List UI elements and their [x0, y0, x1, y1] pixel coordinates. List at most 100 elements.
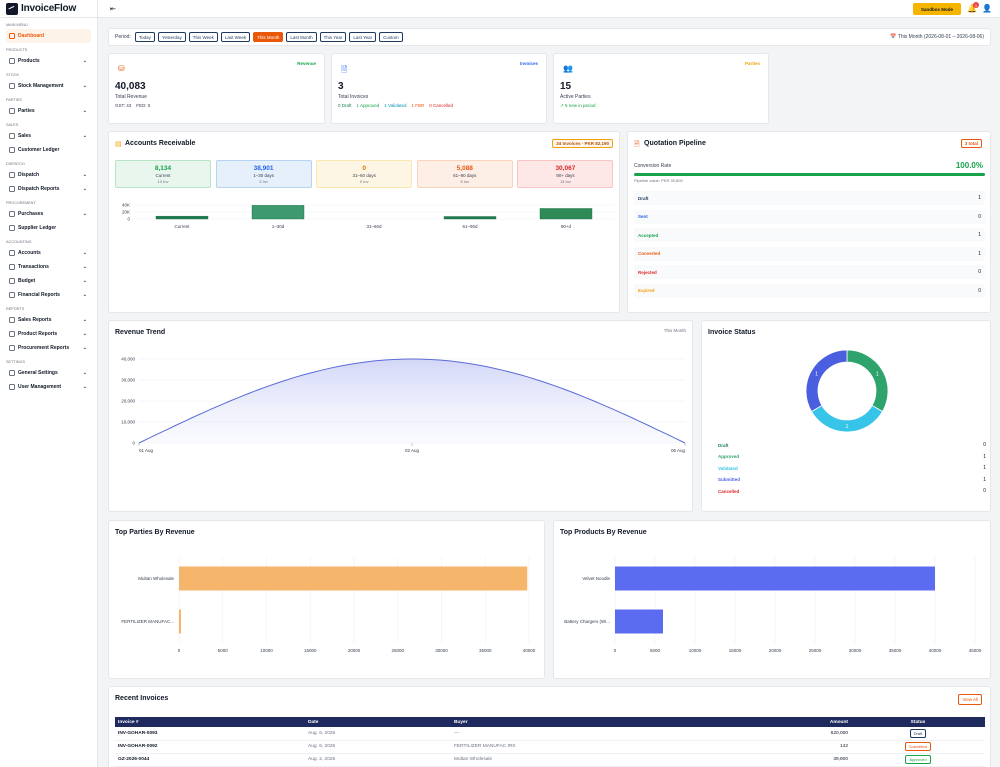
table-row[interactable]: INV-GOHAR-0092 Aug. 6, 2026 FERTILIZER MAN…: [115, 740, 985, 754]
sidebar-item-financial-reports[interactable]: Financial Reports ⌄: [0, 288, 97, 302]
invoice-number[interactable]: INV-GOHAR-0093: [115, 727, 305, 741]
column-header-amount[interactable]: Amount: [711, 717, 851, 727]
conversion-label: Conversion Rate: [634, 163, 672, 169]
sidebar-item-general-settings[interactable]: General Settings ⌄: [0, 366, 97, 380]
sidebar-item-products[interactable]: Products ⌄: [0, 54, 97, 68]
invoice-number[interactable]: INV-GOHAR-0092: [115, 740, 305, 754]
period-last-month-button[interactable]: Last Month: [286, 32, 317, 42]
chevron-down-icon: ⌄: [82, 108, 87, 114]
aging-bucket-3[interactable]: 5,088 61–90 days 5 Inv: [416, 160, 513, 188]
invoice-status-cell: Draft: [851, 727, 985, 741]
top-products-title: Top Products By Revenue: [560, 529, 647, 536]
y-tick-label: Multan Wholesale: [138, 576, 174, 581]
aging-bucket-2[interactable]: 0 31–60 days 0 Inv: [316, 160, 413, 188]
sidebar-item-parties[interactable]: Parties ⌄: [0, 104, 97, 118]
chevron-down-icon: ⌄: [82, 292, 87, 298]
receivable-title: Accounts Receivable: [125, 140, 196, 147]
sidebar-item-product-reports[interactable]: Product Reports ⌄: [0, 327, 97, 341]
aging-bucket-0[interactable]: 8,134 Current 13 Inv: [115, 160, 211, 188]
sidebar-item-sales[interactable]: Sales ⌄: [0, 129, 97, 143]
sidebar-item-purchases[interactable]: Purchases ⌄: [0, 207, 97, 221]
sidebar-item-procurement-reports[interactable]: Procurement Reports ⌄: [0, 341, 97, 355]
column-header-invoice[interactable]: Invoice #: [115, 717, 305, 727]
receivable-icon: ▤: [115, 141, 122, 148]
donut-slice-approved[interactable]: [846, 349, 889, 413]
pipeline-stage-expired[interactable]: Expired 0: [634, 283, 985, 298]
sidebar-item-dispatch-reports[interactable]: Dispatch Reports ⌄: [0, 182, 97, 196]
period-filter: Period: Today Yesterday This Week Last Week…: [108, 28, 991, 46]
period-yesterday-button[interactable]: Yesterday: [157, 32, 186, 42]
bar-1-30d[interactable]: [251, 205, 305, 220]
status-legend-draft[interactable]: Draft 0: [710, 440, 986, 450]
pipeline-stage-rejected[interactable]: Rejected 0: [634, 265, 985, 279]
revenue-line[interactable]: [138, 358, 686, 444]
revenue-card: ⛁ Revenue 40,083 Total Revenue GST: 43 FE…: [108, 53, 325, 124]
status-legend-validated[interactable]: Validated 1: [710, 463, 986, 473]
bucket-value: 8,134: [154, 165, 172, 172]
aging-bucket-4[interactable]: 30,067 90+ days 13 Inv: [517, 160, 614, 188]
status-legend-cancelled[interactable]: Cancelled 0: [710, 486, 986, 496]
table-row[interactable]: GZ-2026-0044 Aug. 2, 2026 Multan Wholesale…: [115, 753, 985, 767]
period-this-year-button[interactable]: This Year: [319, 32, 347, 42]
period-custom-button[interactable]: Custom: [379, 32, 403, 42]
sidebar-item-dashboard[interactable]: Dashboard: [6, 29, 91, 43]
sidebar-item-user-management[interactable]: User Management ⌄: [0, 380, 97, 394]
invoice-date: Aug. 6, 2026: [305, 727, 451, 741]
sidebar-item-dispatch[interactable]: Dispatch ⌄: [0, 168, 97, 182]
invoice-status-title: Invoice Status: [708, 329, 756, 336]
column-header-status[interactable]: Status: [851, 717, 985, 727]
sandbox-mode-button[interactable]: Sandbox Mode: [913, 3, 961, 15]
pipeline-stage-value: 0: [978, 287, 981, 294]
bar-current[interactable]: [155, 215, 209, 220]
pipeline-stage-converted[interactable]: Converted 1: [634, 246, 985, 261]
column-header-date[interactable]: Date: [305, 717, 451, 727]
period-last-year-button[interactable]: Last Year: [349, 32, 377, 42]
app-logo[interactable]: InvoiceFlow: [0, 0, 97, 18]
sidebar-item-label: Accounts: [18, 250, 41, 256]
chevron-down-icon: ⌄: [82, 250, 87, 256]
sidebar-item-customer-ledger[interactable]: Customer Ledger: [0, 143, 97, 157]
revenue-icon: ⛁: [118, 64, 125, 73]
period-today-button[interactable]: Today: [134, 32, 155, 42]
bar-battery-chargers-wi[interactable]: [615, 609, 663, 634]
sidebar-item-supplier-ledger[interactable]: Supplier Ledger: [0, 221, 97, 235]
bar-multan-wholesale[interactable]: [179, 566, 528, 591]
menu-icon: [9, 250, 15, 256]
quotation-pipeline-card: 🗎 Quotation Pipeline 3 total Conversion …: [627, 131, 991, 313]
period-this-month-button[interactable]: This Month: [253, 32, 284, 42]
sidebar-item-stock-management[interactable]: Stock Management ⌄: [0, 79, 97, 93]
donut-slice-submitted[interactable]: [805, 349, 848, 413]
bucket-value: 0: [362, 165, 366, 172]
sidebar-item-budget[interactable]: Budget ⌄: [0, 274, 97, 288]
bar-61-90d[interactable]: [443, 216, 497, 220]
bar-fertilizer-manufac[interactable]: [179, 609, 181, 634]
y-tick-label: Velvet Noodle: [582, 576, 610, 581]
column-header-buyer[interactable]: Buyer: [451, 717, 711, 727]
period-this-week-button[interactable]: This Week: [188, 32, 218, 42]
status-legend-submitted[interactable]: Submitted 1: [710, 475, 986, 485]
sidebar-item-transactions[interactable]: Transactions ⌄: [0, 260, 97, 274]
chevron-down-icon: ⌄: [82, 186, 87, 192]
pipeline-stage-draft[interactable]: Draft 1: [634, 191, 985, 205]
collapse-sidebar-icon[interactable]: ⇤: [110, 6, 116, 13]
bar-velvet-noodle[interactable]: [615, 566, 935, 591]
bar-90-d[interactable]: [539, 208, 593, 220]
status-legend-approved[interactable]: Approved 1: [710, 452, 986, 462]
sidebar-item-accounts[interactable]: Accounts ⌄: [0, 246, 97, 260]
period-last-week-button[interactable]: Last Week: [220, 32, 251, 42]
user-icon[interactable]: 👤: [982, 4, 992, 13]
invoices-tag: Invoices: [519, 61, 538, 66]
period-label: Period:: [115, 34, 131, 40]
sandbox-label: Sandbox Mode: [920, 6, 953, 12]
view-all-button[interactable]: View All: [958, 694, 982, 705]
y-tick-label: 30,000: [121, 378, 135, 383]
pipeline-stage-sent[interactable]: Sent 0: [634, 209, 985, 224]
invoice-number[interactable]: GZ-2026-0044: [115, 753, 305, 767]
sidebar-item-label: Procurement Reports: [18, 345, 70, 351]
invoice-amount: 142: [711, 740, 851, 754]
table-row[interactable]: INV-GOHAR-0093 Aug. 6, 2026—620,000 Draft: [115, 727, 985, 741]
aging-bucket-1[interactable]: 38,901 1–30 days 3 Inv: [215, 160, 312, 188]
bell-icon[interactable]: 🔔: [967, 4, 977, 13]
pipeline-stage-accepted[interactable]: Accepted 1: [634, 228, 985, 242]
sidebar-item-sales-reports[interactable]: Sales Reports ⌄: [0, 313, 97, 327]
